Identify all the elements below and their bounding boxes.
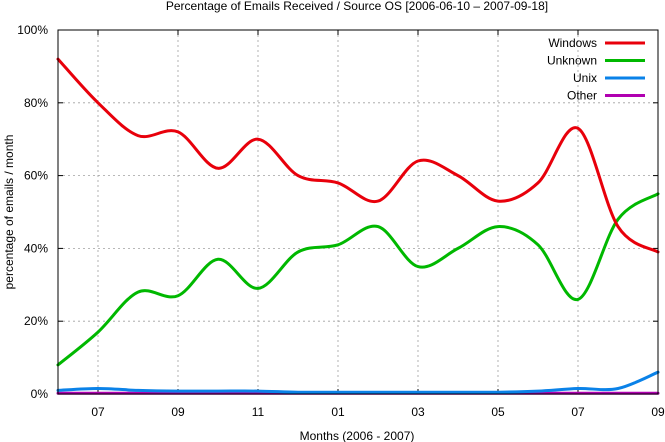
y-tick-label: 0% xyxy=(31,387,49,401)
legend-label-unix: Unix xyxy=(573,71,597,85)
y-axis-label: percentage of emails / month xyxy=(2,135,16,290)
chart-title: Percentage of Emails Received / Source O… xyxy=(166,0,548,13)
plot-frame xyxy=(57,29,659,395)
y-tick-label: 80% xyxy=(24,96,48,110)
x-tick-label: 09 xyxy=(171,405,185,419)
series-lines xyxy=(56,57,660,395)
x-tick-label: 11 xyxy=(252,405,265,419)
x-tick-label: 05 xyxy=(491,405,505,419)
y-axis-ticks: 0% 20% 40% 60% 80% 100% xyxy=(17,23,658,401)
legend-label-windows: Windows xyxy=(548,36,597,50)
y-tick-label: 20% xyxy=(24,314,48,328)
x-tick-label: 07 xyxy=(91,405,105,419)
series-line-windows xyxy=(56,57,660,254)
x-tick-label: 03 xyxy=(411,405,425,419)
y-tick-label: 100% xyxy=(17,23,48,37)
y-tick-label: 40% xyxy=(24,241,48,255)
series-line-unix xyxy=(56,370,660,394)
legend-label-unknown: Unknown xyxy=(547,54,597,68)
legend-label-other: Other xyxy=(567,89,597,103)
x-tick-label: 01 xyxy=(331,405,345,419)
series-line-unknown xyxy=(56,192,660,367)
x-axis-label: Months (2006 - 2007) xyxy=(300,429,415,442)
x-tick-label: 09 xyxy=(651,405,665,419)
legend: Windows Unknown Unix Other xyxy=(547,36,645,103)
x-tick-label: 07 xyxy=(571,405,585,419)
y-tick-label: 60% xyxy=(24,169,48,183)
grid xyxy=(58,30,658,394)
